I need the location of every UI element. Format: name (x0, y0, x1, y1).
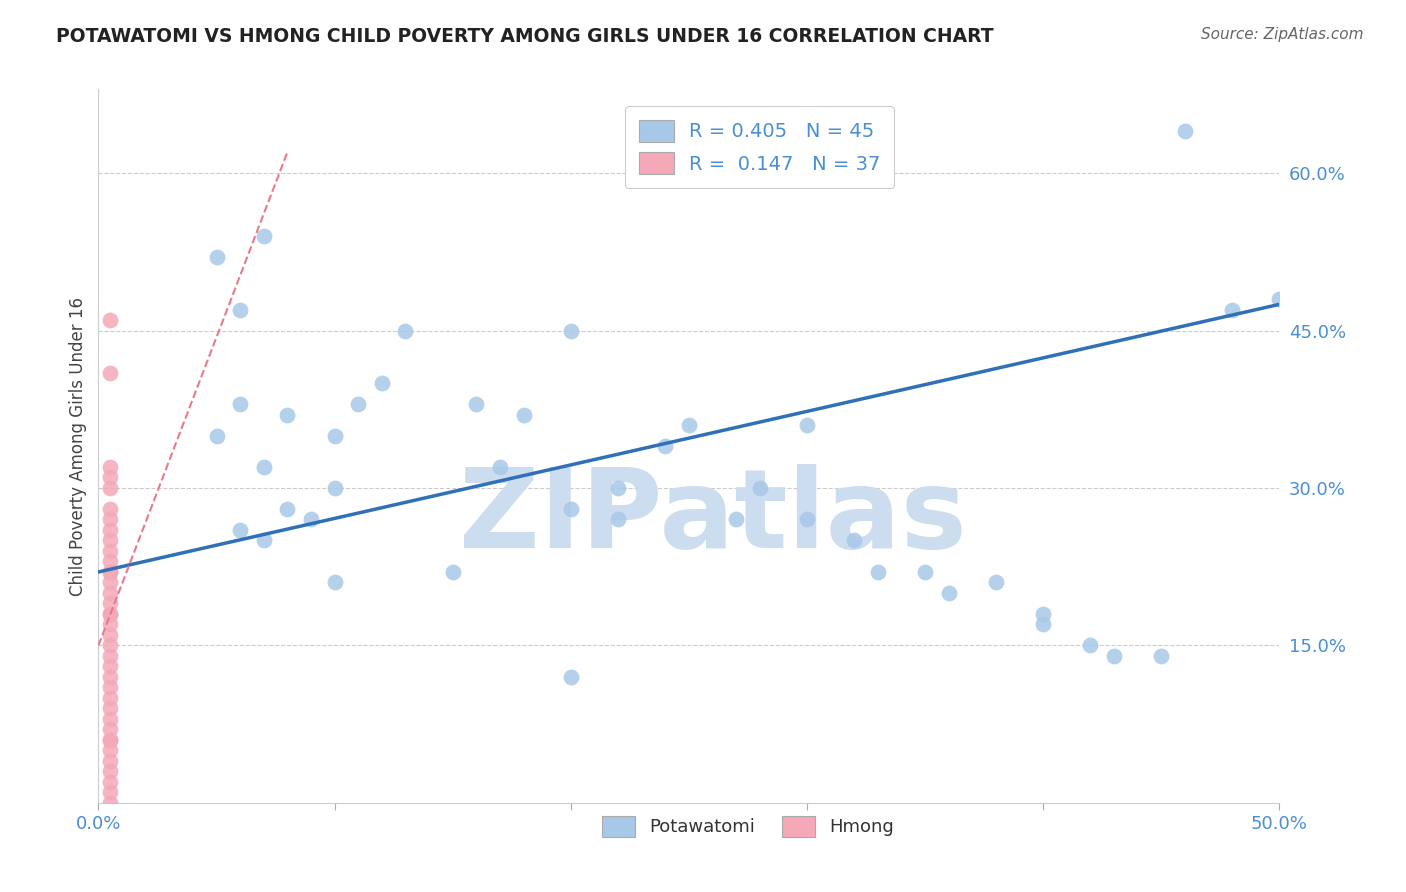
Point (371, 376, 394, 390)
Point (253, 229, 276, 244)
Point (229, 397, 252, 411)
Point (1220, 302, 1243, 317)
Point (98, 575, 121, 590)
Point (98, 617, 121, 632)
Point (276, 408, 298, 422)
Point (394, 324, 416, 338)
Point (98, 785, 121, 799)
Point (98, 723, 121, 737)
Point (98, 796, 121, 810)
Point (1080, 639, 1102, 653)
Point (347, 397, 370, 411)
Point (98, 366, 121, 380)
Point (98, 533, 121, 548)
Point (229, 523, 252, 537)
Point (205, 250, 228, 264)
Text: ZIPatlas: ZIPatlas (458, 464, 966, 571)
Point (1174, 124, 1197, 138)
Point (98, 512, 121, 526)
Point (98, 659, 121, 673)
Point (98, 712, 121, 726)
Point (725, 512, 748, 526)
Point (98, 764, 121, 779)
Point (512, 408, 534, 422)
Point (1150, 648, 1173, 663)
Point (607, 481, 630, 495)
Point (1268, 292, 1291, 306)
Point (560, 324, 582, 338)
Point (98, 701, 121, 715)
Point (323, 575, 346, 590)
Point (276, 502, 298, 516)
Point (323, 481, 346, 495)
Point (98, 743, 121, 757)
Point (253, 460, 276, 475)
Point (98, 774, 121, 789)
Point (98, 732, 121, 747)
Point (98, 313, 121, 327)
Point (98, 670, 121, 684)
Point (98, 544, 121, 558)
Y-axis label: Child Poverty Among Girls Under 16: Child Poverty Among Girls Under 16 (69, 296, 87, 596)
Text: POTAWATOMI VS HMONG CHILD POVERTY AMONG GIRLS UNDER 16 CORRELATION CHART: POTAWATOMI VS HMONG CHILD POVERTY AMONG … (56, 27, 994, 45)
Text: Source: ZipAtlas.com: Source: ZipAtlas.com (1201, 27, 1364, 42)
Point (844, 533, 866, 548)
Point (748, 481, 770, 495)
Point (98, 754, 121, 768)
Point (98, 565, 121, 579)
Point (796, 417, 818, 432)
Point (98, 639, 121, 653)
Point (98, 502, 121, 516)
Point (98, 523, 121, 537)
Point (98, 690, 121, 705)
Point (678, 417, 700, 432)
Point (98, 681, 121, 695)
Point (98, 596, 121, 610)
Point (560, 670, 582, 684)
Point (98, 460, 121, 475)
Point (489, 460, 512, 475)
Point (98, 628, 121, 642)
Point (253, 533, 276, 548)
Point (938, 586, 960, 600)
Point (98, 554, 121, 568)
Point (654, 439, 676, 453)
Point (1102, 648, 1125, 663)
Point (98, 481, 121, 495)
Point (441, 565, 464, 579)
Point (205, 428, 228, 442)
Point (1032, 607, 1054, 621)
Point (98, 565, 121, 579)
Point (98, 607, 121, 621)
Point (465, 397, 488, 411)
Point (299, 512, 322, 526)
Point (560, 502, 582, 516)
Point (1032, 617, 1054, 632)
Legend: Potawatomi, Hmong: Potawatomi, Hmong (595, 808, 901, 844)
Point (866, 565, 889, 579)
Point (98, 470, 121, 484)
Point (796, 512, 818, 526)
Point (98, 732, 121, 747)
Point (98, 586, 121, 600)
Point (98, 607, 121, 621)
Point (323, 428, 346, 442)
Point (229, 302, 252, 317)
Point (98, 648, 121, 663)
Point (914, 565, 936, 579)
Point (984, 575, 1007, 590)
Point (607, 512, 630, 526)
